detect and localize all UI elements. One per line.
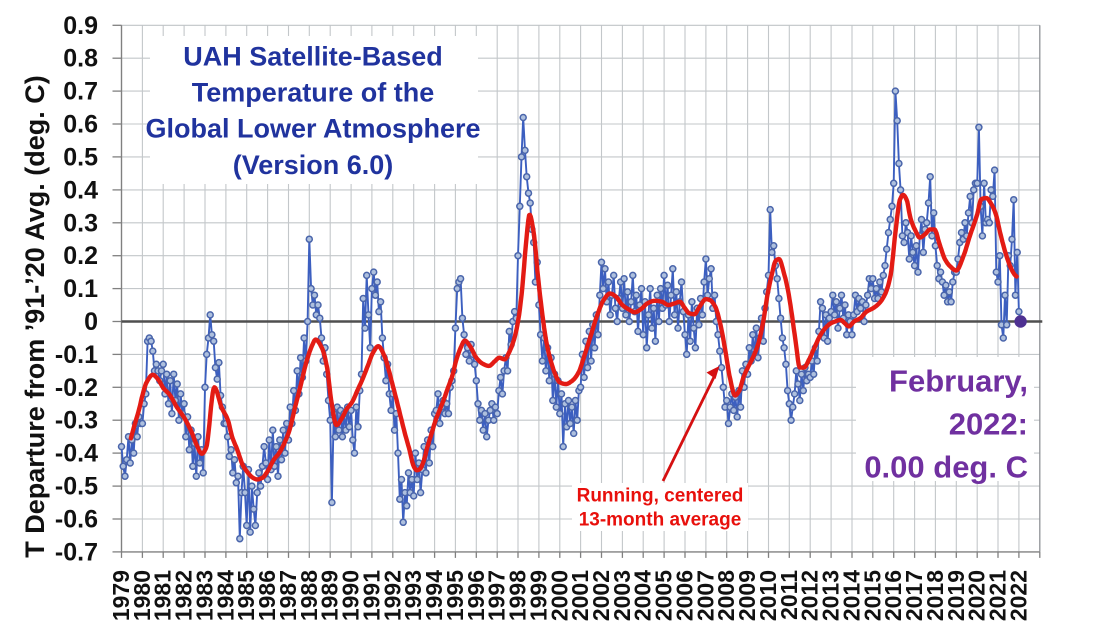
svg-text:T Departure from ’91-’20 Avg.: T Departure from ’91-’20 Avg. (deg. C) <box>20 75 50 558</box>
svg-text:1988: 1988 <box>296 570 322 621</box>
svg-text:2020: 2020 <box>964 570 990 621</box>
svg-text:2009: 2009 <box>734 570 760 621</box>
svg-text:2010: 2010 <box>755 570 781 621</box>
svg-text:2012: 2012 <box>797 570 823 621</box>
svg-text:0.4: 0.4 <box>63 176 98 204</box>
svg-text:-0.4: -0.4 <box>55 440 98 468</box>
svg-text:1993: 1993 <box>400 570 426 621</box>
svg-text:Running, centered: Running, centered <box>577 486 744 507</box>
svg-text:2018: 2018 <box>922 570 948 621</box>
svg-text:Global Lower Atmosphere: Global Lower Atmosphere <box>145 114 480 144</box>
svg-text:13-month average: 13-month average <box>579 510 742 531</box>
svg-text:2007: 2007 <box>692 570 718 621</box>
svg-text:0.1: 0.1 <box>63 275 98 303</box>
svg-text:1983: 1983 <box>192 570 218 621</box>
svg-text:-0.2: -0.2 <box>55 374 98 402</box>
svg-text:1991: 1991 <box>358 570 384 621</box>
svg-text:2015: 2015 <box>859 570 885 621</box>
svg-text:1986: 1986 <box>254 570 280 621</box>
svg-text:2017: 2017 <box>901 570 927 621</box>
svg-text:2021: 2021 <box>985 570 1011 621</box>
svg-text:2006: 2006 <box>672 570 698 621</box>
svg-text:1981: 1981 <box>150 570 176 621</box>
svg-text:0.00 deg. C: 0.00 deg. C <box>864 450 1028 485</box>
svg-text:-0.1: -0.1 <box>55 341 98 369</box>
svg-text:0.2: 0.2 <box>63 242 98 270</box>
svg-text:1990: 1990 <box>338 570 364 621</box>
svg-text:1985: 1985 <box>233 570 259 621</box>
svg-text:1994: 1994 <box>421 570 447 621</box>
svg-text:1992: 1992 <box>379 570 405 621</box>
svg-text:2022:: 2022: <box>949 407 1028 442</box>
svg-text:2011: 2011 <box>776 570 802 620</box>
svg-text:-0.5: -0.5 <box>55 473 98 501</box>
svg-text:2003: 2003 <box>609 570 635 621</box>
svg-text:1984: 1984 <box>212 570 238 621</box>
svg-text:1997: 1997 <box>484 570 510 621</box>
svg-text:1987: 1987 <box>275 570 301 621</box>
svg-text:2008: 2008 <box>713 570 739 621</box>
svg-text:-0.6: -0.6 <box>55 506 98 534</box>
svg-text:0.9: 0.9 <box>63 12 98 40</box>
svg-text:0.3: 0.3 <box>63 209 98 237</box>
svg-text:1998: 1998 <box>505 570 531 621</box>
svg-text:1995: 1995 <box>442 570 468 621</box>
svg-text:2005: 2005 <box>651 570 677 621</box>
svg-text:2001: 2001 <box>567 570 593 621</box>
svg-text:2019: 2019 <box>943 570 969 621</box>
svg-text:1989: 1989 <box>317 570 343 621</box>
svg-text:2013: 2013 <box>818 570 844 621</box>
svg-text:0.7: 0.7 <box>63 78 98 106</box>
svg-text:0: 0 <box>84 308 98 336</box>
svg-text:2002: 2002 <box>588 570 614 621</box>
svg-text:2014: 2014 <box>839 570 865 621</box>
svg-text:0.8: 0.8 <box>63 45 98 73</box>
svg-text:1996: 1996 <box>463 570 489 621</box>
svg-text:UAH Satellite-Based: UAH Satellite-Based <box>183 42 443 72</box>
svg-text:2022: 2022 <box>1005 570 1031 621</box>
svg-text:(Version 6.0): (Version 6.0) <box>233 150 394 180</box>
svg-text:2004: 2004 <box>630 570 656 621</box>
svg-text:2016: 2016 <box>880 570 906 621</box>
svg-text:1999: 1999 <box>525 570 551 621</box>
svg-text:1982: 1982 <box>171 570 197 621</box>
svg-text:-0.7: -0.7 <box>55 538 98 566</box>
svg-text:February,: February, <box>889 364 1028 399</box>
svg-text:1979: 1979 <box>108 570 134 621</box>
svg-text:-0.3: -0.3 <box>55 407 98 435</box>
svg-text:0.5: 0.5 <box>63 143 98 171</box>
svg-text:1980: 1980 <box>129 570 155 621</box>
svg-text:2000: 2000 <box>546 570 572 621</box>
svg-text:0.6: 0.6 <box>63 111 98 139</box>
svg-text:Temperature of the: Temperature of the <box>192 78 435 108</box>
